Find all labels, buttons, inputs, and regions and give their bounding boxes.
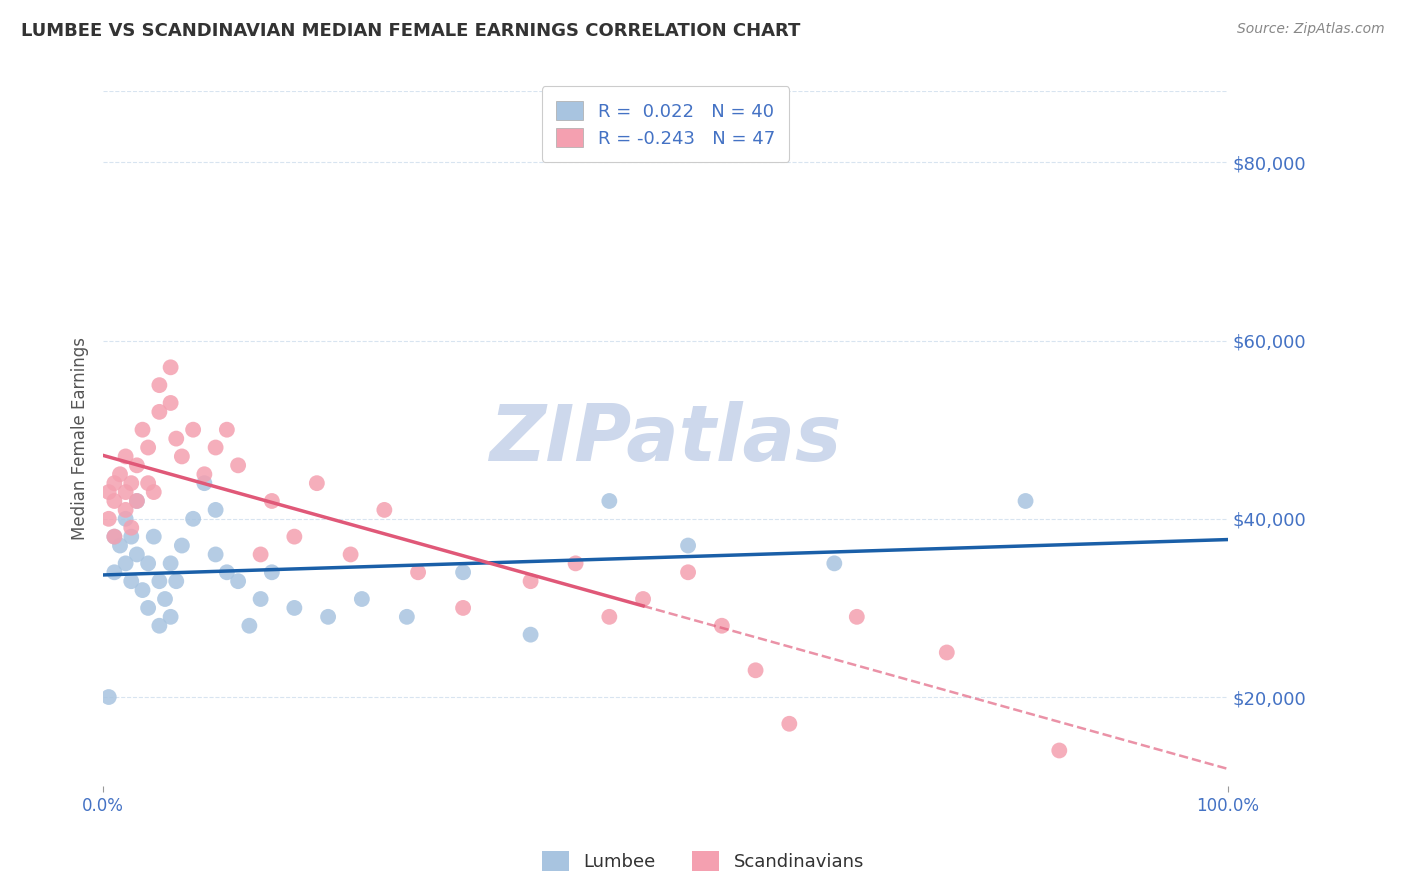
Point xyxy=(142,485,165,500)
Point xyxy=(125,494,148,508)
Point xyxy=(1047,743,1070,757)
Point xyxy=(148,405,170,419)
Point xyxy=(204,441,226,455)
Point xyxy=(97,512,120,526)
Legend: R =  0.022   N = 40, R = -0.243   N = 47: R = 0.022 N = 40, R = -0.243 N = 47 xyxy=(541,87,789,162)
Point xyxy=(395,610,418,624)
Point xyxy=(935,645,957,659)
Point xyxy=(114,503,136,517)
Text: LUMBEE VS SCANDINAVIAN MEDIAN FEMALE EARNINGS CORRELATION CHART: LUMBEE VS SCANDINAVIAN MEDIAN FEMALE EAR… xyxy=(21,22,800,40)
Point xyxy=(181,423,204,437)
Point xyxy=(125,458,148,473)
Point xyxy=(226,574,249,589)
Point xyxy=(103,530,125,544)
Point xyxy=(193,467,215,482)
Point xyxy=(136,441,159,455)
Point xyxy=(249,548,271,562)
Point xyxy=(108,539,131,553)
Point xyxy=(136,476,159,491)
Point xyxy=(159,557,181,571)
Point xyxy=(215,423,238,437)
Point xyxy=(598,610,620,624)
Point xyxy=(676,539,699,553)
Point xyxy=(406,566,429,580)
Point xyxy=(148,378,170,392)
Point xyxy=(451,566,474,580)
Point xyxy=(165,574,187,589)
Point xyxy=(204,548,226,562)
Point xyxy=(778,716,800,731)
Point xyxy=(103,476,125,491)
Point xyxy=(165,432,187,446)
Point xyxy=(153,592,176,607)
Point xyxy=(260,566,283,580)
Point xyxy=(373,503,395,517)
Point xyxy=(676,566,699,580)
Point xyxy=(114,557,136,571)
Point xyxy=(710,619,733,633)
Point xyxy=(598,494,620,508)
Point xyxy=(114,450,136,464)
Point xyxy=(316,610,339,624)
Point xyxy=(181,512,204,526)
Point xyxy=(97,485,120,500)
Text: ZIPatlas: ZIPatlas xyxy=(489,401,842,476)
Point xyxy=(97,690,120,704)
Point xyxy=(131,423,153,437)
Point xyxy=(845,610,868,624)
Point xyxy=(120,530,142,544)
Point xyxy=(108,467,131,482)
Point xyxy=(120,476,142,491)
Point xyxy=(283,530,305,544)
Point xyxy=(350,592,373,607)
Point xyxy=(339,548,361,562)
Point xyxy=(451,601,474,615)
Point xyxy=(142,530,165,544)
Point xyxy=(159,396,181,410)
Point xyxy=(823,557,845,571)
Point xyxy=(148,619,170,633)
Point xyxy=(125,548,148,562)
Point xyxy=(519,574,541,589)
Point xyxy=(215,566,238,580)
Point xyxy=(114,512,136,526)
Point xyxy=(148,574,170,589)
Point xyxy=(159,610,181,624)
Point xyxy=(159,360,181,375)
Point xyxy=(136,601,159,615)
Point xyxy=(631,592,654,607)
Legend: Lumbee, Scandinavians: Lumbee, Scandinavians xyxy=(534,844,872,879)
Point xyxy=(103,494,125,508)
Point xyxy=(519,627,541,641)
Point xyxy=(114,485,136,500)
Point xyxy=(170,539,193,553)
Point xyxy=(744,663,766,677)
Point xyxy=(226,458,249,473)
Point xyxy=(238,619,260,633)
Point xyxy=(204,503,226,517)
Point xyxy=(125,494,148,508)
Point xyxy=(305,476,328,491)
Point xyxy=(249,592,271,607)
Text: Source: ZipAtlas.com: Source: ZipAtlas.com xyxy=(1237,22,1385,37)
Point xyxy=(103,530,125,544)
Point xyxy=(136,557,159,571)
Point xyxy=(564,557,586,571)
Point xyxy=(1014,494,1036,508)
Point xyxy=(120,574,142,589)
Y-axis label: Median Female Earnings: Median Female Earnings xyxy=(72,337,89,541)
Point xyxy=(260,494,283,508)
Point xyxy=(193,476,215,491)
Point xyxy=(131,583,153,598)
Point xyxy=(103,566,125,580)
Point xyxy=(283,601,305,615)
Point xyxy=(170,450,193,464)
Point xyxy=(120,521,142,535)
